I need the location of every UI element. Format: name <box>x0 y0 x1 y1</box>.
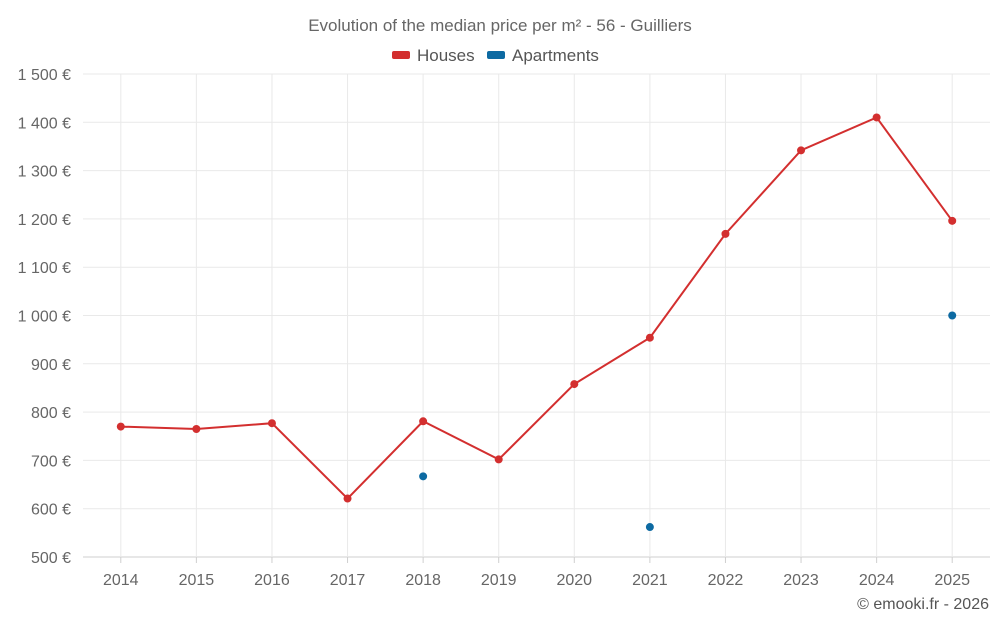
x-tick-label: 2016 <box>254 572 290 589</box>
x-tick-label: 2018 <box>405 572 441 589</box>
y-tick-label: 1 200 € <box>18 212 71 229</box>
legend-label-houses: Houses <box>417 46 475 65</box>
data-point-houses[interactable] <box>267 419 276 428</box>
legend-swatch-houses <box>392 51 410 59</box>
y-tick-label: 500 € <box>31 550 71 567</box>
data-point-apartments[interactable] <box>948 311 957 320</box>
credit-text: © emooki.fr - 2026 <box>857 596 989 613</box>
grid <box>83 73 990 558</box>
data-point-houses[interactable] <box>419 417 428 426</box>
y-tick-label: 1 500 € <box>18 67 71 84</box>
y-tick-label: 1 100 € <box>18 260 71 277</box>
data-point-houses[interactable] <box>797 146 806 155</box>
data-point-houses[interactable] <box>645 333 654 342</box>
x-tick-label: 2017 <box>330 572 366 589</box>
x-tick-label: 2019 <box>481 572 517 589</box>
data-point-houses[interactable] <box>948 216 957 225</box>
legend-item-houses[interactable]: Houses <box>392 46 475 65</box>
y-tick-label: 1 400 € <box>18 115 71 132</box>
data-point-houses[interactable] <box>721 229 730 238</box>
data-point-apartments[interactable] <box>645 523 654 532</box>
legend-swatch-apartments <box>487 51 505 59</box>
chart-title: Evolution of the median price per m² - 5… <box>308 16 692 35</box>
y-tick-label: 700 € <box>31 453 71 470</box>
data-point-houses[interactable] <box>570 380 579 389</box>
x-tick-label: 2021 <box>632 572 668 589</box>
y-tick-label: 800 € <box>31 405 71 422</box>
data-point-houses[interactable] <box>116 422 125 431</box>
y-tick-label: 1 300 € <box>18 164 71 181</box>
legend-label-apartments: Apartments <box>512 46 599 65</box>
data-point-houses[interactable] <box>494 455 503 464</box>
x-tick-label: 2022 <box>708 572 744 589</box>
x-tick-label: 2024 <box>859 572 895 589</box>
data-point-houses[interactable] <box>343 494 352 503</box>
y-tick-label: 900 € <box>31 357 71 374</box>
x-axis-ticks: 2014 2015 2016 2017 2018 2019 2020 2021 2022 2023… <box>103 557 970 589</box>
y-tick-label: 600 € <box>31 502 71 519</box>
x-tick-label: 2020 <box>556 572 592 589</box>
x-tick-label: 2015 <box>179 572 215 589</box>
data-point-houses[interactable] <box>192 425 201 434</box>
legend-item-apartments[interactable]: Apartments <box>487 46 599 65</box>
data-point-houses[interactable] <box>872 113 881 122</box>
y-tick-label: 1 000 € <box>18 309 71 326</box>
plot-area <box>116 113 957 532</box>
x-tick-label: 2025 <box>934 572 970 589</box>
x-tick-label: 2014 <box>103 572 139 589</box>
series-line-houses <box>120 116 954 500</box>
legend: Houses Apartments <box>392 46 599 65</box>
x-tick-label: 2023 <box>783 572 819 589</box>
y-axis-ticks: 500 € 600 € 700 € 800 € 900 € 1 000 € 1 100 € 1… <box>18 67 71 567</box>
data-point-apartments[interactable] <box>419 472 428 481</box>
